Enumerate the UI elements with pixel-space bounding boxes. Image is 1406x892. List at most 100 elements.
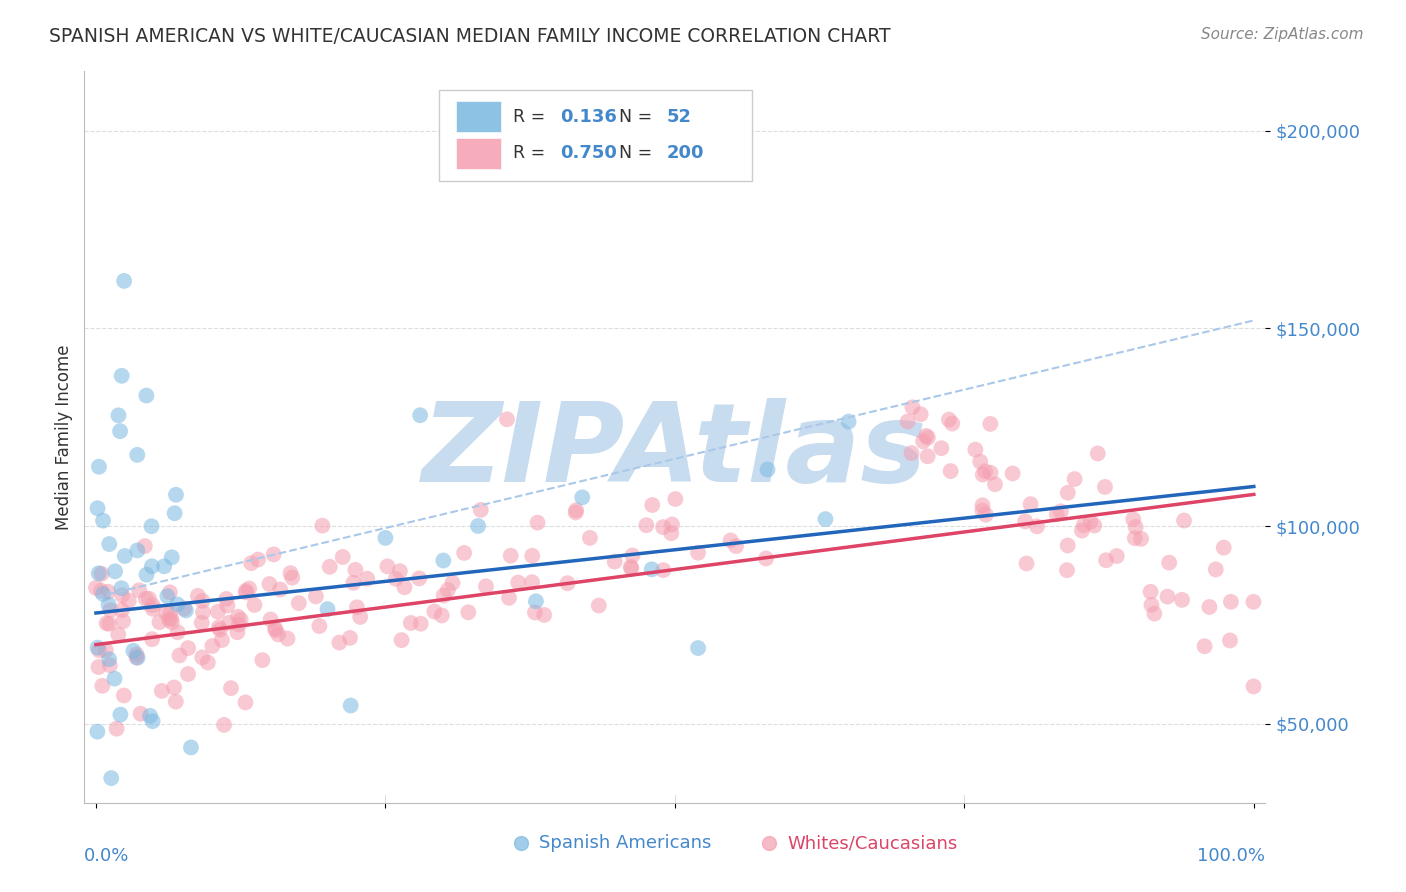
Point: [264, 624, 287, 638]
Point: [308, 619, 330, 633]
Point: [160, 615, 183, 630]
Point: [218, 615, 240, 630]
Point: [263, 548, 285, 562]
Point: [1219, 633, 1241, 648]
Point: [912, 434, 935, 449]
Point: [564, 506, 586, 520]
Point: [621, 549, 644, 563]
Point: [105, 722, 128, 736]
Text: SPANISH AMERICAN VS WHITE/CAUCASIAN MEDIAN FAMILY INCOME CORRELATION CHART: SPANISH AMERICAN VS WHITE/CAUCASIAN MEDI…: [49, 27, 891, 45]
Point: [112, 274, 135, 288]
Point: [356, 572, 378, 586]
Point: [900, 446, 922, 460]
Point: [523, 606, 546, 620]
Point: [641, 562, 664, 576]
Point: [163, 681, 186, 695]
Point: [1130, 532, 1153, 546]
Point: [965, 442, 987, 457]
Text: Whites/Caucasians: Whites/Caucasians: [787, 834, 957, 852]
Point: [526, 516, 548, 530]
Point: [259, 613, 281, 627]
Point: [453, 546, 475, 560]
Point: [86, 640, 108, 655]
Point: [508, 575, 530, 590]
Point: [620, 561, 643, 575]
Point: [212, 718, 235, 732]
Point: [201, 639, 224, 653]
Point: [588, 599, 610, 613]
Point: [1094, 480, 1116, 494]
Point: [620, 560, 643, 574]
Point: [87, 459, 110, 474]
Point: [579, 531, 602, 545]
Point: [980, 466, 1002, 480]
Point: [156, 589, 179, 603]
Point: [177, 667, 200, 681]
Text: Spanish Americans: Spanish Americans: [538, 834, 711, 852]
Point: [118, 593, 141, 607]
Point: [641, 498, 664, 512]
Point: [173, 601, 195, 615]
Point: [208, 623, 231, 637]
Text: Source: ZipAtlas.com: Source: ZipAtlas.com: [1201, 27, 1364, 42]
Point: [394, 580, 416, 594]
Point: [148, 615, 170, 629]
Point: [91, 679, 114, 693]
Point: [533, 607, 555, 622]
Point: [141, 632, 163, 647]
Point: [166, 625, 188, 640]
Point: [238, 582, 260, 596]
Point: [756, 462, 779, 476]
Point: [311, 518, 333, 533]
FancyBboxPatch shape: [457, 138, 502, 169]
Point: [520, 575, 543, 590]
Point: [129, 706, 152, 721]
Point: [374, 531, 396, 545]
Point: [187, 589, 209, 603]
Point: [305, 590, 328, 604]
Point: [125, 650, 148, 665]
Point: [409, 616, 432, 631]
Point: [211, 633, 233, 648]
Point: [1056, 563, 1078, 577]
Point: [1056, 539, 1078, 553]
Point: [1241, 595, 1264, 609]
Point: [441, 575, 464, 590]
Point: [1143, 607, 1166, 621]
Point: [1095, 553, 1118, 567]
Point: [1071, 524, 1094, 538]
Point: [247, 552, 270, 566]
Point: [1212, 541, 1234, 555]
Point: [190, 615, 212, 630]
FancyBboxPatch shape: [439, 90, 752, 181]
Point: [496, 412, 519, 426]
Point: [87, 660, 110, 674]
Point: [1159, 556, 1181, 570]
Point: [342, 575, 364, 590]
Point: [1122, 512, 1144, 526]
Point: [127, 543, 149, 558]
Point: [1156, 590, 1178, 604]
Point: [191, 650, 214, 665]
Point: [1140, 598, 1163, 612]
Point: [135, 388, 157, 402]
Point: [111, 588, 134, 602]
Text: N =: N =: [620, 145, 658, 162]
Point: [111, 368, 134, 383]
Point: [165, 695, 187, 709]
Point: [86, 501, 108, 516]
Point: [467, 519, 489, 533]
Point: [281, 571, 304, 585]
Point: [160, 550, 183, 565]
Point: [264, 622, 287, 636]
Point: [897, 415, 920, 429]
Point: [969, 454, 991, 468]
Point: [100, 603, 122, 617]
Point: [377, 559, 399, 574]
Point: [1001, 467, 1024, 481]
Point: [344, 563, 367, 577]
Point: [720, 533, 742, 548]
Point: [163, 506, 186, 520]
Point: [96, 616, 118, 631]
Point: [941, 417, 963, 431]
